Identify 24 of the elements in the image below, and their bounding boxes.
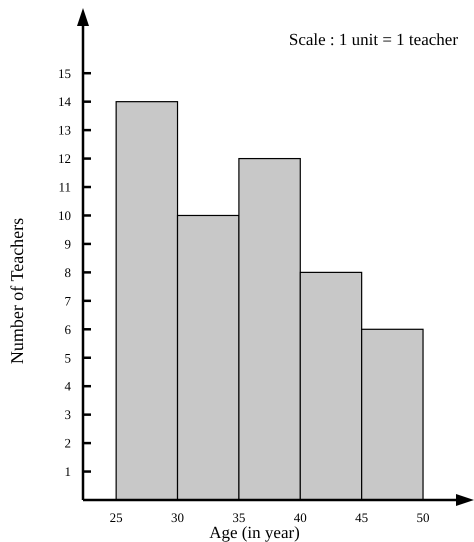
- y-tick-label: 7: [64, 293, 72, 308]
- y-tick-label: 13: [58, 122, 71, 138]
- x-tick-label: 30: [171, 510, 184, 525]
- y-tick-label: 5: [64, 350, 71, 366]
- annotation: Scale : 1 unit = 1 teacher: [288, 30, 458, 49]
- y-tick-label: 11: [58, 180, 71, 195]
- y-tick-label: 15: [58, 66, 71, 81]
- y-tick-label: 3: [64, 407, 71, 422]
- x-tick-label: 45: [355, 510, 368, 525]
- x-tick-label: 25: [110, 510, 123, 525]
- x-tick-label: 35: [232, 510, 246, 525]
- y-tick-label: 14: [58, 94, 72, 110]
- y-tick-label: 12: [58, 151, 71, 166]
- y-tick-label: 6: [64, 322, 72, 337]
- x-tick-label: 50: [416, 510, 430, 525]
- y-tick-label: 10: [58, 208, 71, 224]
- y-tick-label: 2: [64, 436, 71, 451]
- y-tick-label: 9: [64, 236, 71, 252]
- x-axis-title: Age (in year): [209, 523, 300, 542]
- y-tick-label: 1: [64, 464, 71, 480]
- y-tick-label: 8: [64, 264, 71, 280]
- y-tick-label: 4: [64, 378, 72, 394]
- x-tick-label: 40: [294, 510, 307, 525]
- y-axis-title: Number of Teachers: [7, 218, 27, 364]
